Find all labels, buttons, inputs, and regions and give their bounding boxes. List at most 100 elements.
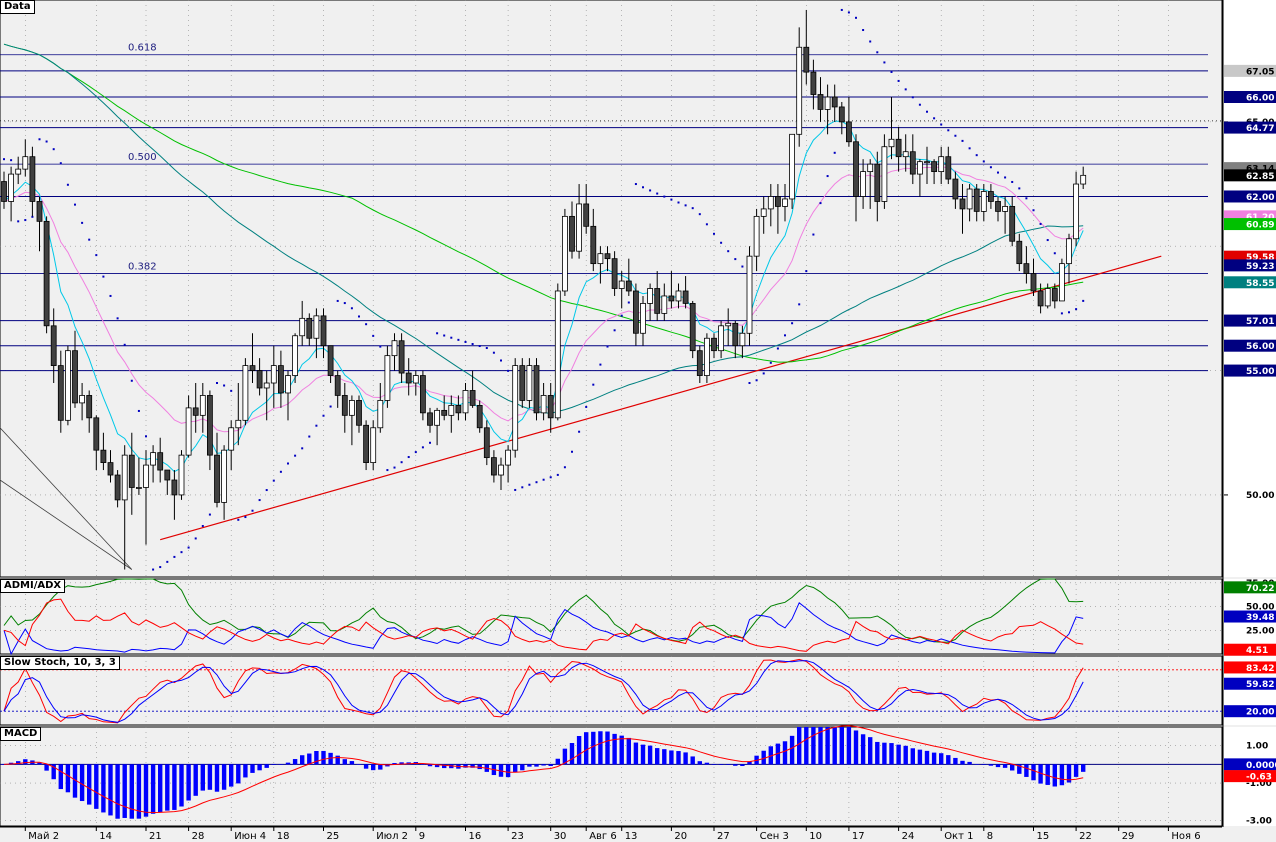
candle: [285, 370, 291, 421]
sar-dot: [3, 158, 5, 161]
macd-bar: [633, 742, 639, 765]
candle: [647, 283, 653, 321]
candle: [760, 196, 767, 234]
price-value-badge: [1224, 169, 1276, 182]
candle-down-body: [483, 427, 490, 459]
candle-down-body: [192, 407, 199, 416]
candle: [711, 333, 717, 359]
sar-dot: [713, 232, 715, 235]
candle: [633, 283, 639, 346]
macd-bar: [158, 764, 163, 812]
candle-up-body: [924, 161, 930, 164]
sar-dot: [343, 302, 346, 305]
sar-dot: [393, 466, 396, 469]
macd-panel-title: MACD: [0, 727, 42, 741]
adx-value-badge: [1224, 581, 1276, 594]
x-axis-tick-label: 25: [327, 831, 340, 842]
candle: [391, 333, 398, 371]
candle-down-body: [398, 340, 405, 374]
candle-down-body: [654, 288, 661, 314]
candle: [739, 325, 746, 359]
candle-down-body: [441, 409, 448, 416]
candle-up-body: [980, 191, 987, 212]
candle-up-body: [391, 340, 398, 357]
sar-dot: [137, 409, 140, 412]
candle: [810, 59, 817, 110]
candle-down-body: [277, 365, 284, 394]
di-minus-line: [3, 598, 1084, 652]
candle: [348, 395, 355, 446]
macd-value-badge: [1224, 770, 1276, 783]
x-axis-tick-label: Сен 3: [760, 831, 789, 842]
macd-bar: [342, 759, 347, 765]
candle: [959, 184, 966, 234]
fib-fan-line: [0, 427, 133, 570]
candle: [895, 126, 902, 172]
candle: [767, 184, 774, 227]
macd-bar: [782, 741, 788, 765]
candle: [114, 470, 121, 508]
candle-up-body: [618, 280, 625, 289]
candle-up-body: [718, 325, 724, 352]
candle-down-body: [1030, 273, 1037, 292]
sar-dot: [585, 405, 588, 408]
macd-bar: [939, 753, 944, 765]
candle: [775, 184, 781, 234]
candle-up-body: [384, 355, 391, 401]
candle: [476, 400, 483, 433]
candle-down-body: [43, 220, 50, 327]
sar-dot: [876, 51, 879, 54]
sar-dot: [734, 258, 737, 261]
sar-dot: [17, 220, 20, 223]
stoch-value-badge-label: 59.82: [1246, 680, 1274, 690]
candle-up-body: [661, 295, 668, 314]
macd-bar: [378, 764, 383, 770]
macd-bar: [569, 743, 575, 765]
sar-dot: [66, 183, 69, 186]
sar-dot: [933, 117, 936, 120]
candle: [1002, 196, 1008, 234]
sar-dot: [670, 198, 673, 201]
macd-bar: [172, 764, 177, 810]
candle: [171, 470, 178, 520]
candle: [164, 469, 171, 495]
candle: [909, 134, 916, 185]
candle-down-body: [931, 161, 937, 173]
sar-dot: [883, 61, 886, 64]
candle-down-body: [86, 395, 93, 419]
sar-dot: [216, 382, 218, 385]
candle: [1037, 283, 1044, 314]
x-axis-tick-label: 24: [902, 831, 915, 842]
candle: [462, 383, 469, 421]
sar-dot: [350, 307, 353, 310]
x-axis-tick-label: 8: [987, 831, 993, 842]
adx-axis-tick-label: 50.00: [1246, 603, 1274, 613]
candle-down-body: [249, 365, 256, 371]
macd-bar: [356, 764, 362, 765]
x-axis-tick-label: 13: [625, 831, 638, 842]
sar-dot: [329, 405, 332, 408]
candle-up-body: [881, 146, 888, 202]
sar-dot: [244, 516, 247, 519]
sar-dot: [372, 334, 375, 337]
candle-up-body: [65, 350, 71, 421]
candle-down-body: [171, 479, 178, 496]
macd-bar: [1066, 764, 1072, 783]
candle: [519, 358, 526, 408]
candle: [782, 184, 788, 222]
sar-dot: [954, 134, 957, 137]
candle: [881, 134, 888, 209]
sar-dot: [805, 270, 808, 273]
candle-down-body: [1037, 290, 1044, 307]
candle-down-body: [128, 454, 135, 488]
sar-dot: [492, 351, 495, 354]
sar-dot: [847, 11, 850, 14]
candle: [143, 450, 149, 545]
candle: [1044, 283, 1051, 309]
candle: [235, 383, 242, 446]
sar-dot: [698, 213, 701, 216]
macd-bar: [150, 764, 156, 814]
candle-down-body: [206, 395, 213, 456]
candle: [902, 134, 909, 172]
candle: [874, 151, 881, 222]
